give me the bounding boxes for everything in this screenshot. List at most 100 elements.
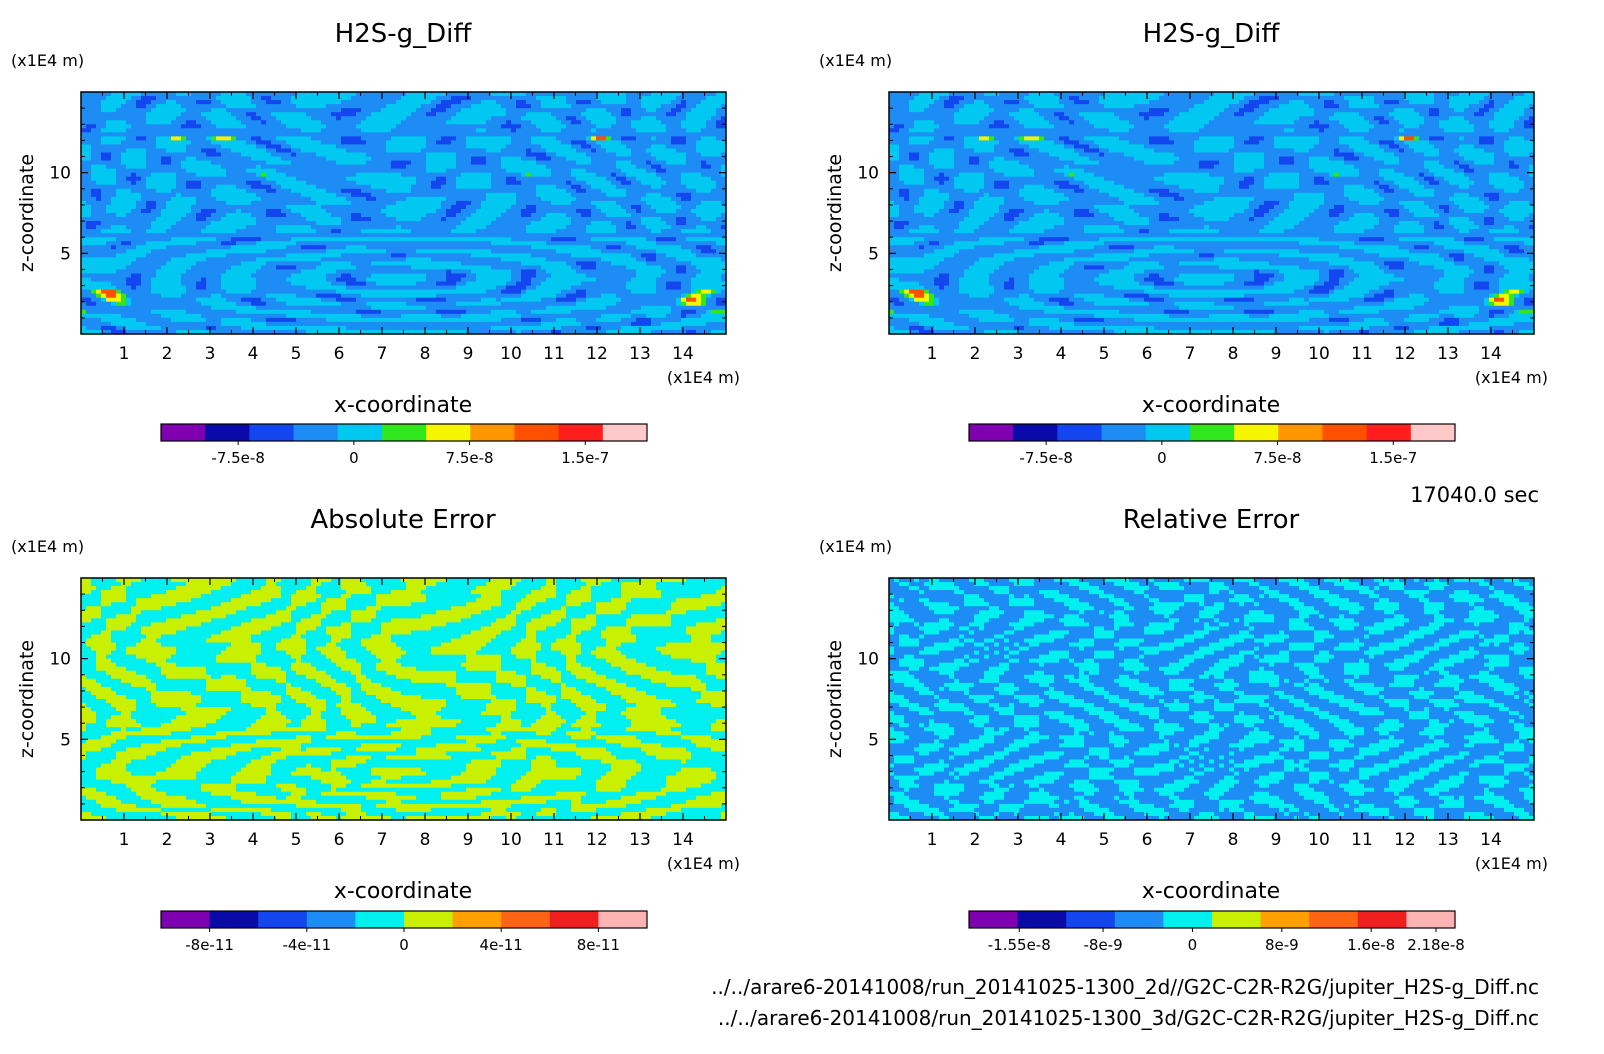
contour-cell	[186, 208, 192, 214]
contour-cell	[301, 225, 307, 230]
contour-cell	[471, 128, 477, 133]
contour-cell	[301, 140, 307, 146]
contour-cell	[716, 217, 722, 222]
contour-cell	[431, 188, 437, 194]
contour-cell	[136, 112, 142, 117]
contour-cell	[721, 217, 726, 222]
contour-cell	[351, 104, 357, 109]
contour-cell	[666, 200, 672, 206]
contour-cell	[576, 104, 582, 109]
contour-cell	[191, 180, 197, 186]
contour-cell	[271, 140, 277, 146]
contour-cell	[721, 152, 726, 158]
contour-cell	[146, 245, 152, 250]
contour-cell	[671, 124, 677, 129]
contour-cell	[416, 180, 422, 186]
contour-cell	[336, 176, 342, 182]
contour-cell	[86, 172, 92, 178]
contour-cell	[691, 200, 697, 206]
contour-cell	[486, 128, 492, 133]
contour-cell	[356, 180, 362, 186]
contour-cell	[396, 196, 402, 202]
contour-cell	[246, 241, 252, 246]
contour-cell	[266, 100, 272, 105]
contour-cell	[501, 225, 507, 230]
contour-cell	[261, 213, 267, 218]
contour-cell	[441, 204, 447, 210]
contour-cell	[531, 148, 537, 154]
contour-cell	[426, 204, 432, 210]
contour-cell	[156, 164, 162, 170]
contour-cell	[581, 217, 587, 222]
contour-cell	[476, 208, 482, 214]
contour-cell	[716, 164, 722, 170]
contour-cell	[126, 92, 132, 97]
contour-cell	[546, 160, 552, 166]
contour-cell	[226, 176, 232, 182]
contour-cell	[266, 184, 272, 190]
contour-cell	[226, 148, 232, 154]
contour-cell	[421, 124, 427, 129]
contour-cell	[591, 92, 597, 97]
contour-cell	[651, 217, 657, 222]
contour-cell	[521, 229, 527, 234]
contour-cell	[701, 225, 707, 230]
contour-cell	[361, 128, 367, 133]
contour-cell	[401, 176, 407, 182]
contour-cell	[661, 160, 667, 166]
contour-cell	[536, 112, 542, 117]
contour-cell	[601, 196, 607, 202]
contour-cell	[396, 100, 402, 105]
contour-cell	[96, 144, 102, 150]
contour-cell	[191, 120, 197, 125]
contour-cell	[346, 156, 352, 162]
contour-cell	[556, 204, 562, 210]
contour-cell	[461, 128, 467, 133]
contour-cell	[291, 204, 297, 210]
contour-cell	[346, 152, 352, 158]
contour-cell	[146, 136, 152, 141]
contour-cell	[91, 225, 97, 230]
contour-cell	[141, 132, 147, 137]
contour-cell	[376, 213, 382, 218]
contour-cell	[616, 180, 622, 186]
contour-cell	[631, 196, 637, 202]
contour-cell	[541, 100, 547, 105]
contour-cell	[211, 136, 217, 141]
contour-cell	[596, 208, 602, 214]
contour-cell	[611, 229, 617, 234]
contour-cell	[126, 136, 132, 141]
contour-cell	[491, 160, 497, 166]
contour-cell	[246, 116, 252, 121]
contour-cell	[166, 229, 172, 234]
contour-cell	[586, 144, 592, 150]
contour-cell	[256, 196, 262, 202]
contour-cell	[476, 184, 482, 190]
contour-cell	[606, 192, 612, 198]
contour-cell	[321, 96, 327, 101]
contour-cell	[491, 184, 497, 190]
contour-cell	[326, 160, 332, 166]
contour-cell	[591, 208, 597, 214]
contour-cell	[361, 176, 367, 182]
contour-cell	[411, 176, 417, 182]
contour-cell	[556, 156, 562, 162]
contour-cell	[481, 208, 487, 214]
contour-cell	[386, 140, 392, 146]
contour-cell	[146, 96, 152, 101]
contour-cell	[116, 233, 122, 238]
contour-cell	[326, 200, 332, 206]
contour-cell	[406, 208, 412, 214]
contour-cell	[651, 192, 657, 198]
contour-cell	[591, 188, 597, 194]
contour-cell	[376, 164, 382, 170]
contour-cell	[316, 112, 322, 117]
contour-cell	[671, 192, 677, 198]
contour-cell	[661, 204, 667, 210]
contour-cell	[601, 213, 607, 218]
contour-cell	[151, 108, 157, 113]
contour-cell	[606, 140, 612, 146]
contour-cell	[586, 92, 592, 97]
contour-cell	[606, 128, 612, 133]
contour-cell	[141, 180, 147, 186]
